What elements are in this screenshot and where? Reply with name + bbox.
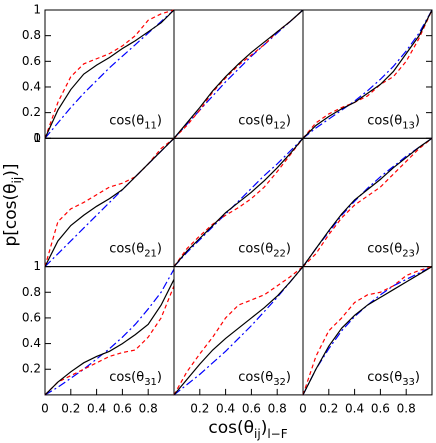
x-tick-label: 0.6 xyxy=(371,401,390,415)
panel-annotation: cos(θ12) xyxy=(238,113,291,131)
data-line xyxy=(173,137,304,267)
annotation-part: 21 xyxy=(144,249,157,260)
y-tick-label: 0.4 xyxy=(22,79,41,93)
data-line xyxy=(302,9,433,139)
annotation-part: cos(θ xyxy=(367,370,402,385)
y-tick-label: 0.6 xyxy=(22,310,41,324)
y-tick-label: 0 xyxy=(33,131,41,145)
annotation-part: 13 xyxy=(402,120,415,131)
y-tick-label: 1 xyxy=(33,259,41,273)
y-label-close: )] xyxy=(1,164,21,177)
annotation-part: cos(θ xyxy=(109,242,144,257)
x-label-close: ) xyxy=(261,418,268,438)
annotation-part: cos(θ xyxy=(238,242,273,257)
y-tick-label: 0.6 xyxy=(22,54,41,68)
panel-annotation: cos(θ13) xyxy=(367,113,420,131)
x-tick-label: 0.4 xyxy=(216,401,235,415)
annotation-part: cos(θ xyxy=(367,113,402,128)
x-label-main: cos(θ xyxy=(208,418,254,438)
y-tick-label: 1 xyxy=(33,131,41,145)
panel-annotation: cos(θ31) xyxy=(109,370,162,388)
x-tick-label: 0.2 xyxy=(190,401,209,415)
x-tick-label: 0.2 xyxy=(319,401,338,415)
x-tick-label: 0.4 xyxy=(345,401,364,415)
annotation-part: ) xyxy=(415,113,420,128)
annotation-part: ) xyxy=(157,242,162,257)
x-tick-label: 0 xyxy=(299,401,307,415)
annotation-part: 11 xyxy=(144,120,157,131)
data-line xyxy=(302,9,433,139)
annotation-part: ) xyxy=(157,113,162,128)
annotation-part: ) xyxy=(415,242,420,257)
annotation-part: ) xyxy=(415,370,420,385)
x-tick-label: 0 xyxy=(41,401,49,415)
annotation-part: cos(θ xyxy=(109,370,144,385)
data-line xyxy=(302,266,433,396)
annotation-part: ) xyxy=(286,370,291,385)
data-line xyxy=(173,137,304,268)
annotation-part: cos(θ xyxy=(367,242,402,257)
panel-annotation: cos(θ32) xyxy=(238,370,291,388)
data-line xyxy=(173,266,304,396)
annotation-part: 12 xyxy=(273,120,286,131)
y-tick-label: 0.2 xyxy=(22,105,41,119)
panel-annotation: cos(θ11) xyxy=(109,113,162,131)
x-tick-label: 0.6 xyxy=(113,401,132,415)
data-line xyxy=(302,9,433,139)
y-tick-label: 0.8 xyxy=(22,28,41,42)
data-line xyxy=(302,266,433,396)
annotation-part: ) xyxy=(286,242,291,257)
data-line xyxy=(302,137,433,268)
annotation-part: ) xyxy=(157,370,162,385)
annotation-part: 22 xyxy=(273,249,286,260)
panel-frame xyxy=(302,266,433,396)
data-line xyxy=(302,266,433,396)
x-label-sub: ij xyxy=(254,427,261,441)
data-line xyxy=(44,9,175,139)
annotation-part: cos(θ xyxy=(238,370,273,385)
annotation-part: 33 xyxy=(402,377,415,388)
x-tick-label: 0.8 xyxy=(268,401,287,415)
annotation-part: 23 xyxy=(402,249,415,260)
data-line xyxy=(173,9,304,139)
data-line xyxy=(44,137,175,267)
panel-annotation: cos(θ33) xyxy=(367,370,420,388)
x-tick-label: 0.8 xyxy=(139,401,158,415)
y-tick-label: 0.4 xyxy=(22,336,41,350)
panel-annotation: cos(θ22) xyxy=(238,242,291,260)
annotation-part: 31 xyxy=(144,377,157,388)
y-tick-label: 0.8 xyxy=(22,285,41,299)
y-label-main: p[cos(θ xyxy=(1,183,21,246)
annotation-part: cos(θ xyxy=(109,113,144,128)
x-tick-label: 0.4 xyxy=(87,401,106,415)
annotation-part: cos(θ xyxy=(238,113,273,128)
x-tick-label: 0.6 xyxy=(242,401,261,415)
data-line xyxy=(44,9,175,139)
annotation-part: 32 xyxy=(273,377,286,388)
data-line xyxy=(302,137,433,267)
panel-annotation: cos(θ21) xyxy=(109,242,162,260)
y-label-sub: ij xyxy=(10,177,24,184)
x-tick-label: 0.8 xyxy=(397,401,416,415)
y-tick-label: 1 xyxy=(33,3,41,17)
x-tick-label: 0.2 xyxy=(61,401,80,415)
annotation-part: ) xyxy=(286,113,291,128)
data-line xyxy=(44,285,175,396)
data-line xyxy=(173,137,304,267)
data-line xyxy=(44,279,175,396)
y-axis-label: p[cos(θij)] xyxy=(1,164,24,247)
y-tick-label: 0.2 xyxy=(22,362,41,376)
x-axis-label: cos(θij)l−F xyxy=(208,418,287,441)
panel-annotation: cos(θ23) xyxy=(367,242,420,260)
data-line xyxy=(44,9,175,139)
x-label-sub: l−F xyxy=(267,427,287,441)
data-line xyxy=(44,137,175,267)
